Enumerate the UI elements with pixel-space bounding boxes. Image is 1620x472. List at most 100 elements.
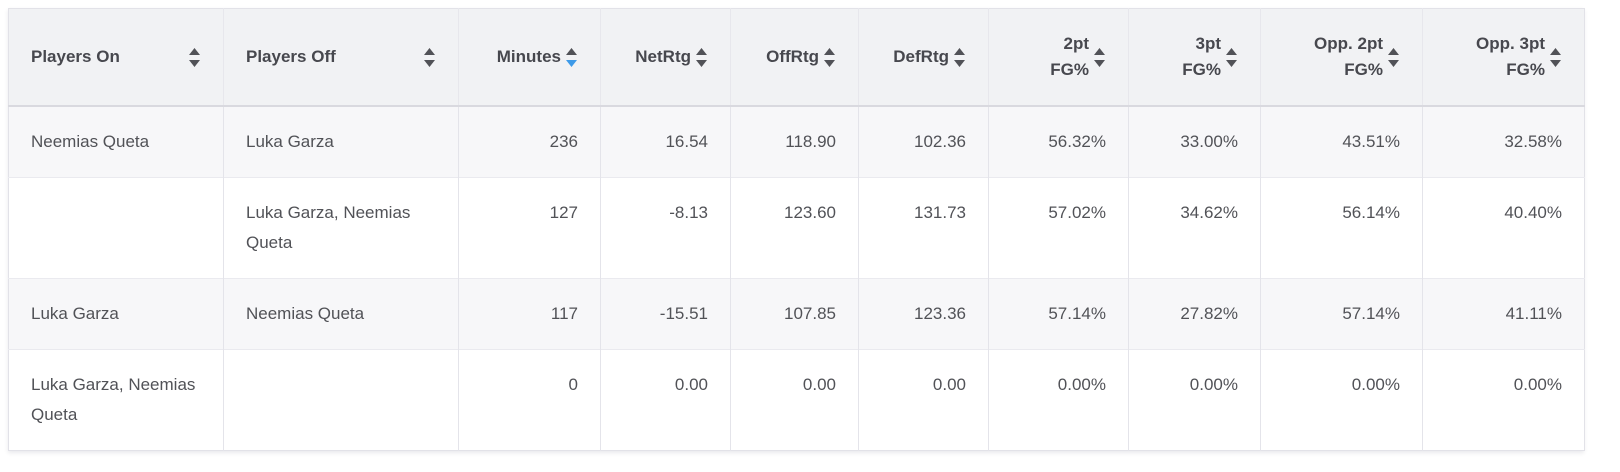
sort-icon xyxy=(189,47,200,67)
column-header-inner: 2pt FG% xyxy=(1011,31,1106,83)
cell-fg3: 34.62% xyxy=(1128,177,1261,279)
cell-players-off: Luka Garza xyxy=(223,106,459,178)
cell-defrtg: 102.36 xyxy=(858,106,989,178)
column-header-label: Players On xyxy=(31,47,120,66)
sort-down-triangle xyxy=(566,59,577,67)
sort-up-triangle xyxy=(566,47,577,55)
cell-opp-fg3: 41.11% xyxy=(1422,278,1585,350)
sort-up-triangle xyxy=(1094,47,1105,55)
column-header-inner: Players Off xyxy=(246,44,436,70)
column-header-label: Opp. 2pt FG% xyxy=(1314,34,1383,79)
table-row: Luka Garza, Neemias Queta 127 -8.13 123.60 1… xyxy=(8,177,1585,279)
column-header-label: 3pt FG% xyxy=(1182,34,1221,79)
table-row: Neemias Queta Luka Garza 236 16.54 118.90 102… xyxy=(8,106,1585,178)
cell-players-on: Neemias Queta xyxy=(8,106,224,178)
sort-up-triangle xyxy=(954,47,965,55)
sort-icon xyxy=(696,47,707,67)
lineup-stats-table: Players On Players Off Minutes NetRtg OffRtg… xyxy=(8,8,1585,451)
cell-opp-fg3: 32.58% xyxy=(1422,106,1585,178)
sort-down-triangle xyxy=(954,59,965,67)
column-header-inner: Minutes xyxy=(481,44,578,70)
column-header-offrtg[interactable]: OffRtg xyxy=(730,8,859,107)
sort-down-triangle xyxy=(1550,59,1561,67)
column-header-minutes[interactable]: Minutes xyxy=(458,8,601,107)
sort-icon-active-desc xyxy=(566,47,577,67)
lineup-stats-table-container: Players On Players Off Minutes NetRtg OffRtg… xyxy=(8,8,1585,451)
sort-down-triangle xyxy=(189,59,200,67)
column-header-inner: 3pt FG% xyxy=(1151,31,1238,83)
column-header-inner: Players On xyxy=(31,44,201,70)
cell-players-on: Luka Garza, Neemias Queta xyxy=(8,349,224,451)
sort-up-triangle xyxy=(696,47,707,55)
cell-minutes: 127 xyxy=(458,177,601,279)
column-header-label: Opp. 3pt FG% xyxy=(1476,34,1545,79)
column-header-fg3[interactable]: 3pt FG% xyxy=(1128,8,1261,107)
cell-fg2: 57.02% xyxy=(988,177,1129,279)
cell-fg2: 0.00% xyxy=(988,349,1129,451)
cell-defrtg: 131.73 xyxy=(858,177,989,279)
sort-up-triangle xyxy=(1550,47,1561,55)
cell-opp-fg3: 0.00% xyxy=(1422,349,1585,451)
column-header-inner: DefRtg xyxy=(881,44,966,70)
sort-icon xyxy=(1226,47,1237,67)
column-header-label: Minutes xyxy=(496,47,561,66)
sort-up-triangle xyxy=(824,47,835,55)
sort-down-triangle xyxy=(824,59,835,67)
sort-icon xyxy=(1388,47,1399,67)
cell-opp-fg2: 0.00% xyxy=(1260,349,1423,451)
cell-offrtg: 123.60 xyxy=(730,177,859,279)
cell-players-off: Luka Garza, Neemias Queta xyxy=(223,177,459,279)
column-header-players-on[interactable]: Players On xyxy=(8,8,224,107)
sort-icon xyxy=(424,47,435,67)
column-header-inner: OffRtg xyxy=(753,44,836,70)
column-header-inner: Opp. 2pt FG% xyxy=(1283,31,1400,83)
table-row: Luka Garza, Neemias Queta 0 0.00 0.00 0.00 0.… xyxy=(8,349,1585,451)
cell-minutes: 0 xyxy=(458,349,601,451)
sort-down-triangle xyxy=(1388,59,1399,67)
cell-netrtg: -15.51 xyxy=(600,278,731,350)
column-header-fg2[interactable]: 2pt FG% xyxy=(988,8,1129,107)
sort-icon xyxy=(824,47,835,67)
column-header-opp-fg2[interactable]: Opp. 2pt FG% xyxy=(1260,8,1423,107)
cell-netrtg: -8.13 xyxy=(600,177,731,279)
cell-fg2: 56.32% xyxy=(988,106,1129,178)
column-header-label: NetRtg xyxy=(635,47,691,66)
table-row: Luka Garza Neemias Queta 117 -15.51 107.85 12… xyxy=(8,278,1585,350)
column-header-label: Players Off xyxy=(246,47,336,66)
cell-players-off xyxy=(223,349,459,451)
cell-opp-fg3: 40.40% xyxy=(1422,177,1585,279)
column-header-opp-fg3[interactable]: Opp. 3pt FG% xyxy=(1422,8,1585,107)
cell-offrtg: 118.90 xyxy=(730,106,859,178)
cell-offrtg: 107.85 xyxy=(730,278,859,350)
cell-fg3: 27.82% xyxy=(1128,278,1261,350)
column-header-label: DefRtg xyxy=(893,47,949,66)
column-header-label: OffRtg xyxy=(766,47,819,66)
column-header-label: 2pt FG% xyxy=(1050,34,1089,79)
cell-offrtg: 0.00 xyxy=(730,349,859,451)
header-row: Players On Players Off Minutes NetRtg OffRtg… xyxy=(8,8,1585,107)
column-header-inner: NetRtg xyxy=(623,44,708,70)
cell-players-off: Neemias Queta xyxy=(223,278,459,350)
cell-fg3: 0.00% xyxy=(1128,349,1261,451)
cell-opp-fg2: 43.51% xyxy=(1260,106,1423,178)
cell-fg3: 33.00% xyxy=(1128,106,1261,178)
cell-netrtg: 0.00 xyxy=(600,349,731,451)
sort-down-triangle xyxy=(696,59,707,67)
sort-icon xyxy=(1094,47,1105,67)
sort-up-triangle xyxy=(424,47,435,55)
sort-up-triangle xyxy=(189,47,200,55)
sort-up-triangle xyxy=(1388,47,1399,55)
cell-defrtg: 0.00 xyxy=(858,349,989,451)
cell-minutes: 117 xyxy=(458,278,601,350)
cell-opp-fg2: 56.14% xyxy=(1260,177,1423,279)
table-header: Players On Players Off Minutes NetRtg OffRtg… xyxy=(8,8,1585,107)
column-header-netrtg[interactable]: NetRtg xyxy=(600,8,731,107)
cell-netrtg: 16.54 xyxy=(600,106,731,178)
column-header-players-off[interactable]: Players Off xyxy=(223,8,459,107)
sort-icon xyxy=(954,47,965,67)
cell-opp-fg2: 57.14% xyxy=(1260,278,1423,350)
column-header-defrtg[interactable]: DefRtg xyxy=(858,8,989,107)
cell-players-on xyxy=(8,177,224,279)
sort-down-triangle xyxy=(424,59,435,67)
cell-minutes: 236 xyxy=(458,106,601,178)
